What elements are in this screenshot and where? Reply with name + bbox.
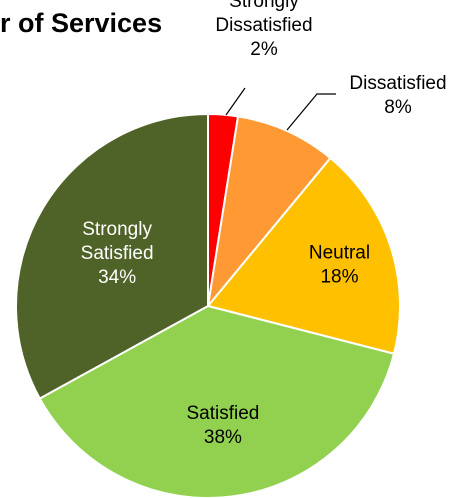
pie-slice-neutral: [206, 156, 401, 355]
pie-slice-strongly-satisfied: [15, 112, 209, 400]
pie-slice-satisfied: [38, 304, 396, 498]
slice-name-strongly-dissatisfied: Dissatisfied: [215, 15, 312, 36]
slice-name-strongly-satisfied: Satisfied: [81, 243, 154, 264]
leader-line-dissatisfied: [286, 93, 336, 131]
chart-title: r of Services: [0, 8, 162, 38]
slice-percent-strongly-satisfied: 34%: [98, 267, 136, 288]
slice-name-strongly-satisfied: Strongly: [82, 219, 152, 240]
slice-label-strongly-satisfied: Strongly Satisfied 34%: [81, 219, 154, 288]
pie-slices: [15, 112, 401, 498]
slice-label-satisfied: Satisfied 38%: [186, 403, 259, 448]
slice-percent-dissatisfied: 8%: [384, 97, 412, 118]
slice-name-strongly-dissatisfied: Strongly: [229, 0, 299, 12]
slice-percent-satisfied: 38%: [204, 427, 242, 448]
slice-name-neutral: Neutral: [309, 242, 370, 263]
slice-label-strongly-dissatisfied: Strongly Dissatisfied 2%: [215, 0, 312, 60]
slice-label-dissatisfied: Dissatisfied 8%: [349, 73, 446, 118]
slice-label-neutral: Neutral 18%: [309, 242, 370, 287]
leader-line-strongly-dissatisfied: [225, 87, 246, 116]
slice-percent-strongly-dissatisfied: 2%: [250, 39, 278, 60]
slice-name-satisfied: Satisfied: [186, 403, 259, 424]
pie-slice-dissatisfied: [206, 115, 332, 310]
slice-name-dissatisfied: Dissatisfied: [349, 73, 446, 94]
slice-percent-neutral: 18%: [320, 266, 358, 287]
slice-labels: Strongly Dissatisfied 2% Dissatisfied 8% Neut…: [81, 0, 447, 448]
leader-lines: [225, 87, 336, 131]
